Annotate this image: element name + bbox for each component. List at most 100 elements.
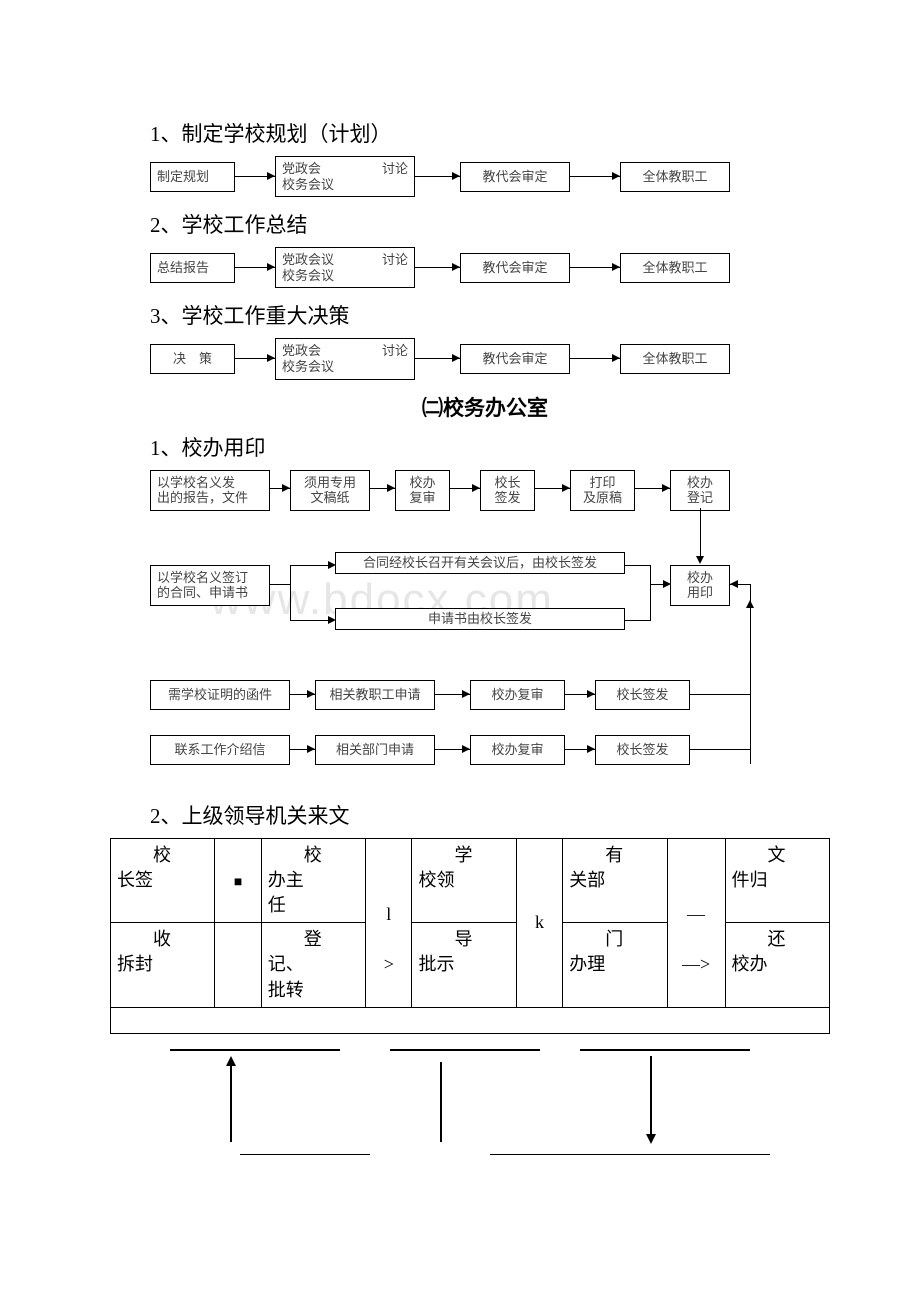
t: 校 [268, 843, 359, 868]
flow3-box2: 党政会 校务会议 讨论 [275, 338, 415, 379]
t: 办主 [268, 870, 304, 890]
seal-r3-b1: 需学校证明的函件 [150, 680, 290, 710]
t: 办理 [569, 954, 605, 974]
subheading-office: ㈡校务办公室 [150, 392, 820, 422]
flow1-box1: 制定规划 [150, 162, 235, 192]
arrow [535, 488, 570, 489]
connector [625, 620, 650, 621]
arrow [570, 358, 620, 359]
flow2-box2-right: 讨论 [382, 252, 408, 283]
bar-b1 [240, 1154, 370, 1155]
t: 任 [268, 895, 286, 915]
cell-2-9: 还 校办 [725, 923, 829, 1008]
cell-2-5: 导 批示 [412, 923, 516, 1008]
t: 有 [569, 843, 660, 868]
section-3-title: 3、学校工作重大决策 [150, 300, 820, 330]
flow3-box2-right: 讨论 [382, 343, 408, 374]
seal-r2-right: 校办 用印 [670, 565, 730, 606]
t: 批示 [418, 954, 454, 974]
arrow [570, 176, 620, 177]
incoming-title: 2、上级领导机关来文 [150, 800, 820, 830]
t: 长签 [117, 870, 153, 890]
flow3-box4: 全体教职工 [620, 344, 730, 374]
cell-2-2 [215, 923, 261, 1008]
t: 件归 [732, 870, 768, 890]
seal-r2-bottom: 申请书由校长签发 [335, 608, 625, 630]
cell-3 [111, 1007, 830, 1033]
connector [625, 565, 650, 566]
section-1-title: 1、制定学校规划（计划） [150, 118, 820, 148]
arrow [435, 694, 470, 695]
flow1-box3: 教代会审定 [460, 162, 570, 192]
arrow [235, 176, 275, 177]
connector [290, 620, 330, 621]
flow2-box2-left: 党政会议 校务会议 [282, 252, 334, 283]
connector [290, 565, 291, 620]
flow2-box2: 党政会议 校务会议 讨论 [275, 247, 415, 288]
cell-1-6: k [516, 838, 562, 1007]
cell-1-9: 文 件归 [725, 838, 829, 923]
flow1-box2-left: 党政会 校务会议 [282, 161, 334, 192]
incoming-table: 校 长签 ■ 校 办主 任 l > 学 校领 k 有 关部 [110, 838, 830, 1034]
bar-2 [390, 1049, 540, 1051]
flow3-box2-left: 党政会 校务会议 [282, 343, 334, 374]
v-arrow-3 [650, 1056, 652, 1136]
below-table-arrows [110, 1034, 830, 1164]
t: 门 [569, 927, 660, 952]
cell-2-7: 门 办理 [563, 923, 667, 1008]
t: l [386, 904, 391, 924]
seal-r1-b3: 校办 复审 [395, 470, 450, 511]
t: k [535, 912, 544, 932]
flow1-box4: 全体教职工 [620, 162, 730, 192]
arrow [235, 358, 275, 359]
flow3-box1: 决 策 [150, 344, 235, 374]
flow-2: 总结报告 党政会议 校务会议 讨论 教代会审定 全体教职工 [150, 247, 820, 288]
seal-r4-b3: 校办复审 [470, 735, 565, 765]
seal-r3-b3: 校办复审 [470, 680, 565, 710]
t: 记、 [268, 954, 304, 974]
arrow-head [696, 556, 704, 564]
t: 还 [732, 927, 823, 952]
cell-1-8: — —> [667, 838, 725, 1007]
arrow [565, 749, 595, 750]
flow3-box3: 教代会审定 [460, 344, 570, 374]
t: 校领 [418, 870, 454, 890]
seal-r1-b4: 校长 签发 [480, 470, 535, 511]
t: 批转 [268, 980, 304, 1000]
cell-1-5: 学 校领 [412, 838, 516, 923]
cell-2-3: 登 记、 批转 [261, 923, 365, 1008]
arrow [415, 267, 460, 268]
seal-r1-b1: 以学校名义发 出的报告，文件 [150, 470, 270, 511]
arrow [415, 176, 460, 177]
seal-flow-group: www.bdocx.com 以学校名义发 出的报告，文件 须用专用 文稿纸 校办… [150, 470, 820, 790]
cell-1-3: 校 办主 任 [261, 838, 365, 923]
connector [700, 508, 701, 558]
connector [690, 749, 750, 750]
flow-3: 决 策 党政会 校务会议 讨论 教代会审定 全体教职工 [150, 338, 820, 379]
t: 导 [418, 927, 509, 952]
bar-b2 [490, 1154, 770, 1155]
seal-title: 1、校办用印 [150, 432, 820, 462]
flow1-box2-right: 讨论 [382, 161, 408, 192]
t: 关部 [569, 870, 605, 890]
flow2-box4: 全体教职工 [620, 253, 730, 283]
v-arrow-1 [230, 1062, 232, 1142]
cell-1-2: ■ [215, 838, 261, 923]
seal-r3-b4: 校长签发 [595, 680, 690, 710]
t: — [687, 904, 705, 924]
t: —> [682, 954, 710, 974]
arrow [415, 358, 460, 359]
flow1-box2: 党政会 校务会议 讨论 [275, 156, 415, 197]
t: 拆封 [117, 954, 153, 974]
cell-1-7: 有 关部 [563, 838, 667, 923]
seal-r1-b2: 须用专用 文稿纸 [290, 470, 370, 511]
connector [650, 565, 651, 621]
flow-1: 制定规划 党政会 校务会议 讨论 教代会审定 全体教职工 [150, 156, 820, 197]
arrow-head [730, 580, 738, 588]
cell-2-1: 收 拆封 [111, 923, 215, 1008]
arrow [570, 267, 620, 268]
connector [270, 584, 290, 585]
t: ■ [234, 875, 242, 890]
connector [290, 565, 330, 566]
section-2-title: 2、学校工作总结 [150, 209, 820, 239]
